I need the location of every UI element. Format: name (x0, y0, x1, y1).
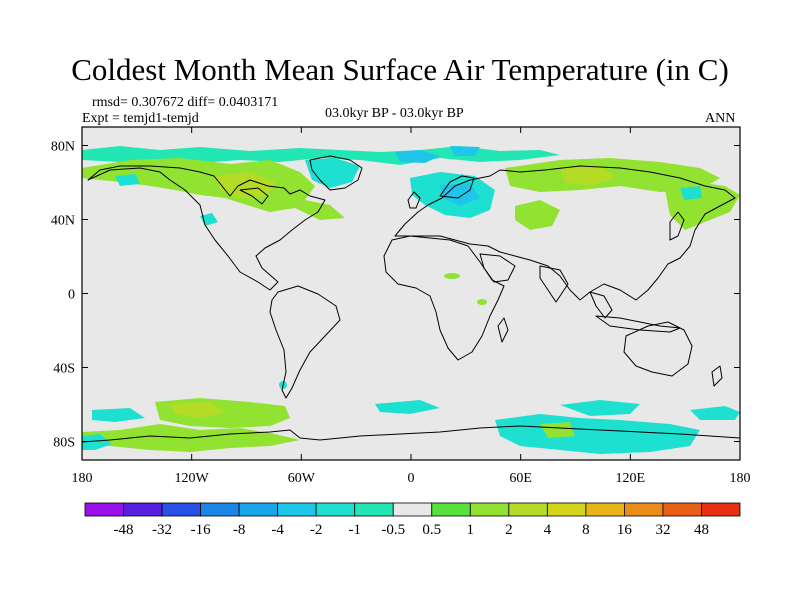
colorbar-swatch (624, 502, 664, 517)
y-tick-label: 80N (51, 140, 75, 155)
coast-australia (623, 321, 693, 377)
alaska-cool-spot (115, 174, 140, 186)
y-tick-label: 40N (51, 214, 75, 229)
colorbar-swatch (238, 502, 279, 517)
colorbar-label: -1 (348, 522, 361, 538)
colorbar-label: 32 (655, 522, 670, 538)
coast-hudson (239, 187, 269, 205)
y-tick-label: 80S (53, 436, 75, 451)
coast-greenland (309, 155, 363, 191)
colorbar-swatch (662, 502, 702, 517)
rmsd-diff-text: rmsd= 0.307672 diff= 0.0403171 (92, 95, 279, 110)
central-asia-warm-anomaly (515, 200, 560, 230)
southern-ocean-cool-4 (690, 406, 740, 420)
north-america-warm-core (215, 172, 275, 198)
southern-ocean-cool-1 (92, 408, 145, 422)
colorbar-label: 8 (582, 522, 590, 538)
tropics-spot-1 (444, 273, 460, 279)
siberia-warm-anomaly (505, 158, 720, 192)
coastlines (82, 155, 740, 443)
colorbar-swatch (469, 502, 510, 517)
antarctic-warm-spot (540, 422, 575, 438)
coast-europe (394, 165, 736, 301)
antarctic-cool-anomaly-west (82, 434, 112, 450)
colorbar-label: 2 (505, 522, 513, 538)
coast-antarctica (82, 425, 740, 443)
colorbar-swatch (701, 502, 741, 517)
x-tick-label: 0 (408, 471, 415, 486)
coast-se-asia (589, 291, 613, 319)
colorbar-label: -2 (310, 522, 323, 538)
season-text: ANN (705, 111, 736, 126)
colorbar-label: -16 (191, 522, 211, 538)
period-text: 03.0kyr BP - 03.0kyr BP (325, 106, 464, 121)
x-tick-label: 60E (509, 471, 532, 486)
colorbar-label: -8 (233, 522, 246, 538)
coast-new-zealand (711, 365, 723, 387)
arctic-cool-anomaly (82, 146, 560, 165)
x-tick-label: 180 (72, 471, 93, 486)
colorbar-swatch (84, 502, 124, 517)
latitude-axis: 80N 40N 0 40S 80S (51, 140, 740, 451)
experiment-text: Expt = temjd1-temjd (82, 111, 199, 126)
southern-ocean-cool-3 (560, 400, 640, 416)
colorbar-swatch (161, 502, 201, 517)
colorbar-swatch (585, 502, 625, 517)
colorbar-swatch (508, 502, 548, 517)
coast-scandinavia (439, 175, 475, 199)
colorbar-label: -32 (152, 522, 172, 538)
x-tick-label: 180 (730, 471, 751, 486)
colorbar-label: 48 (694, 522, 709, 538)
coast-africa (383, 235, 505, 361)
siberia-warm-core (560, 165, 615, 186)
colorbar: -48 -32 -16 -8 -4 -2 -1 -0.5 0.5 1 2 4 8 16 32 48 (84, 502, 741, 538)
colorbar-swatch (123, 502, 163, 517)
anomaly-field (82, 146, 740, 454)
colorbar-swatch (392, 502, 433, 517)
colorbar-swatch (354, 502, 394, 517)
southern-ocean-warm-core (170, 402, 225, 418)
arctic-cool-anomaly-2 (395, 150, 440, 163)
coast-madagascar (497, 317, 509, 343)
colorbar-label: 1 (467, 522, 475, 538)
colorbar-swatch (200, 502, 240, 517)
colorbar-label: 0.5 (422, 522, 441, 538)
coast-north-america (87, 165, 326, 291)
coast-india (539, 265, 569, 303)
north-america-warm-anomaly (82, 158, 345, 220)
arctic-cool-anomaly-3 (450, 146, 480, 156)
colorbar-swatch (315, 502, 356, 517)
colorbar-label: 16 (617, 522, 633, 538)
y-tick-label: 40S (53, 362, 75, 377)
colorbar-swatch (277, 502, 317, 517)
coast-arabia (479, 253, 516, 283)
colorbar-label: -0.5 (381, 522, 405, 538)
colorbar-swatch (431, 502, 471, 517)
x-tick-label: 120E (616, 471, 646, 486)
coast-japan (669, 211, 685, 241)
east-asia-cool-spot (680, 186, 702, 200)
x-tick-label: 60W (288, 471, 316, 486)
map-title: Coldest Month Mean Surface Air Temperatu… (71, 52, 729, 87)
x-tick-label: 120W (175, 471, 210, 486)
longitude-axis: 180 120W 60W 0 60E 120E 180 (72, 127, 751, 486)
colorbar-label: -48 (114, 522, 134, 538)
southern-ocean-cool-2 (375, 400, 440, 414)
coast-south-america (269, 285, 341, 399)
greenland-cool-anomaly (305, 158, 360, 188)
coast-uk (407, 191, 421, 209)
y-tick-label: 0 (68, 288, 75, 303)
colorbar-label: -4 (271, 522, 284, 538)
colorbar-swatch (546, 502, 587, 517)
colorbar-label: 4 (544, 522, 552, 538)
tropics-spot-2 (477, 299, 487, 305)
